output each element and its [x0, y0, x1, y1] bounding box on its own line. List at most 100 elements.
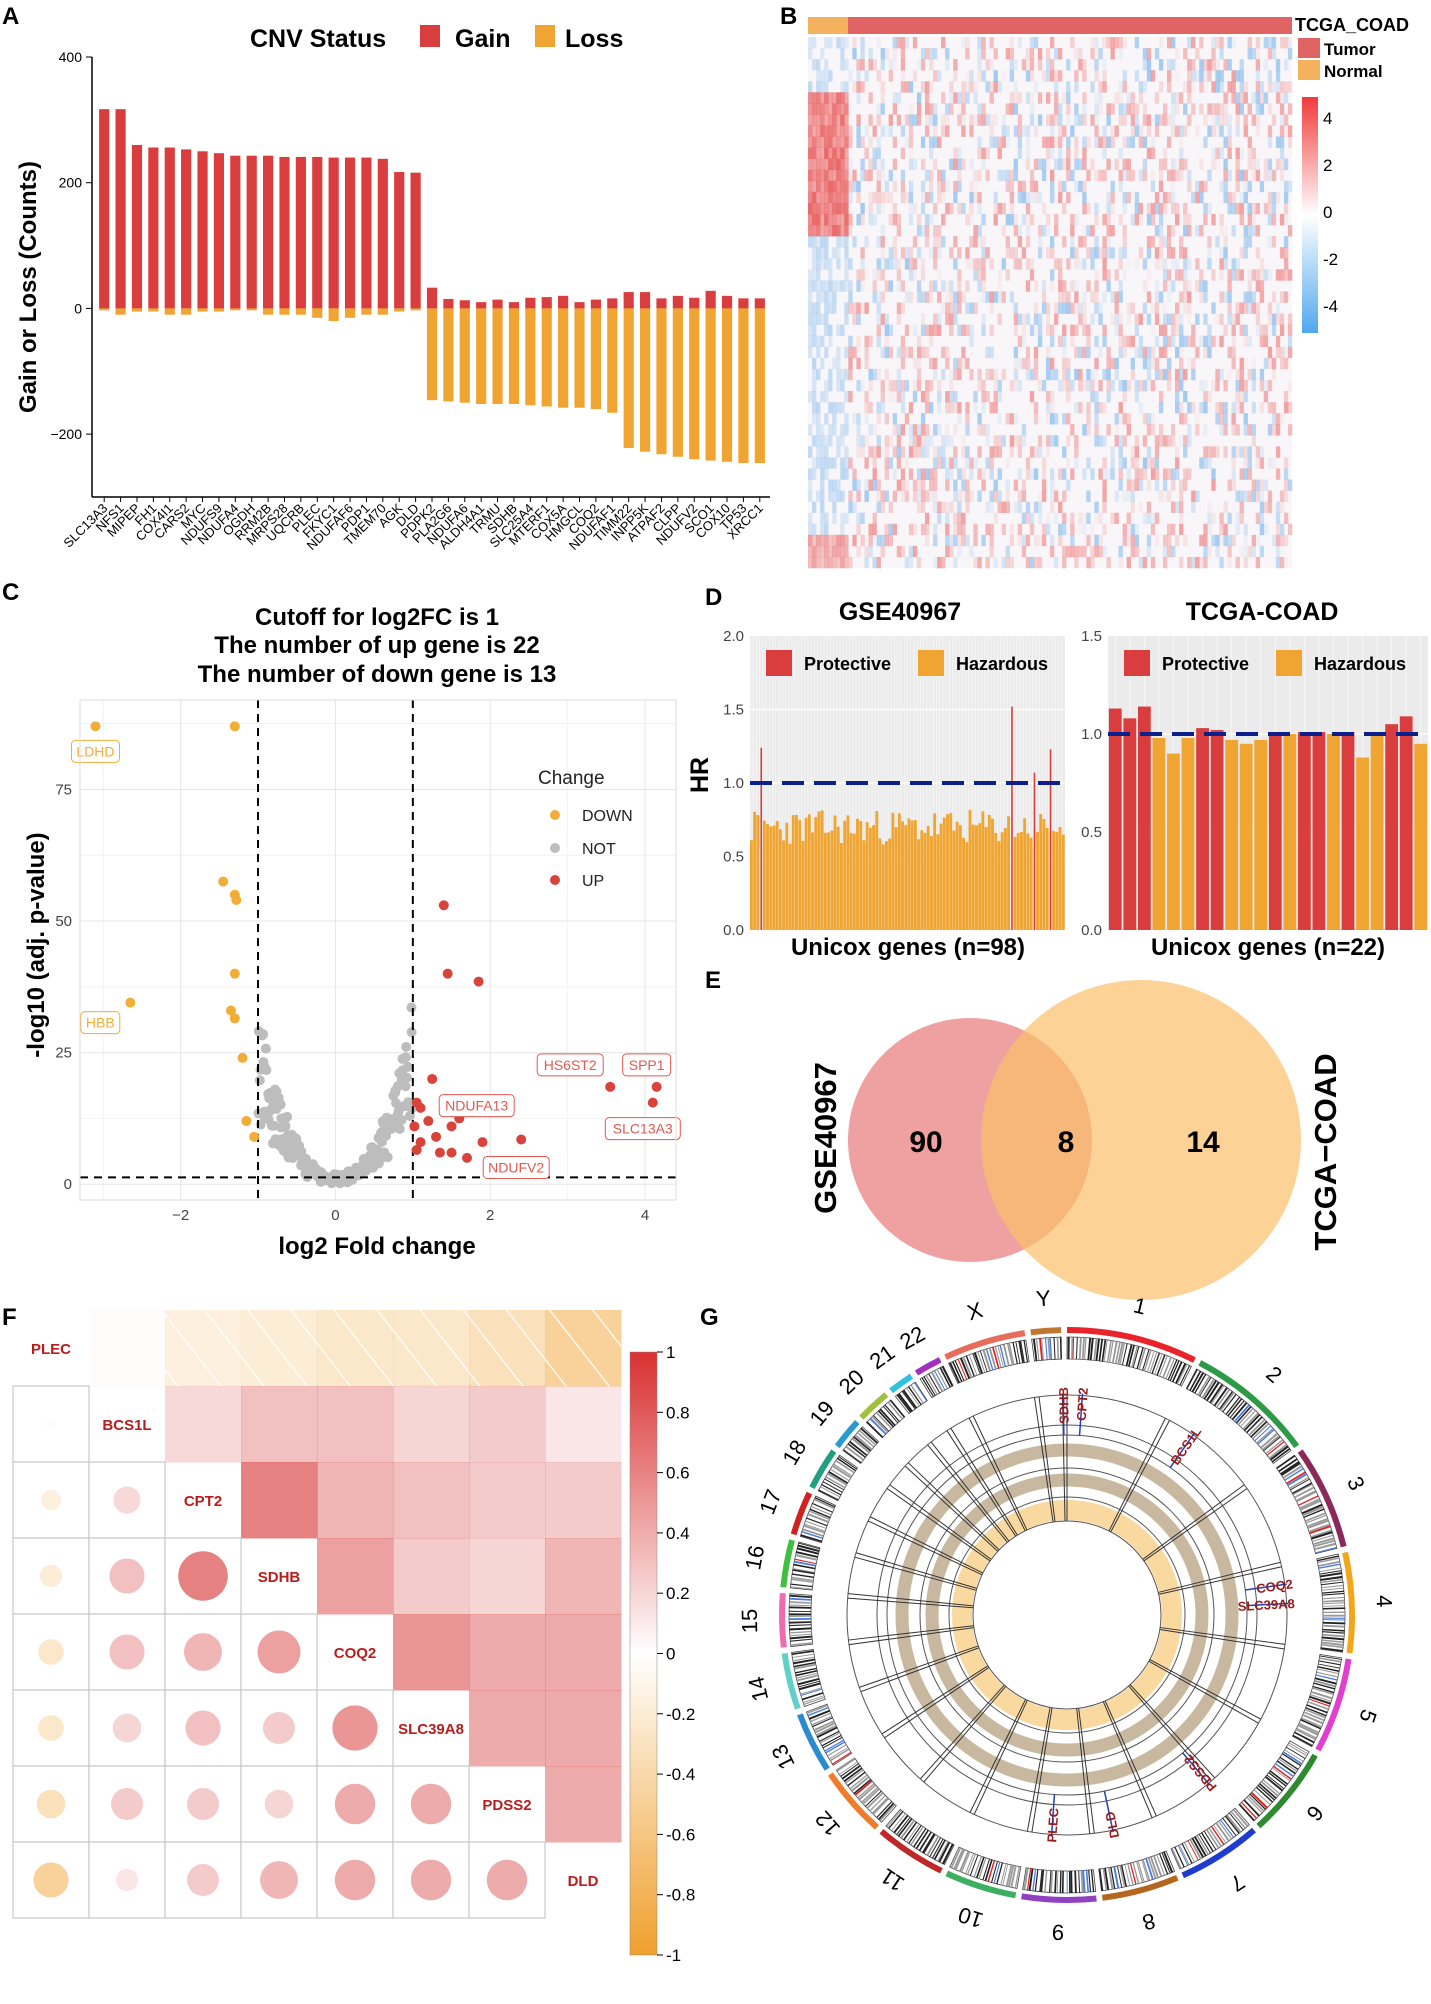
f-lower-circle: [33, 1862, 69, 1898]
b-heat-cell: [953, 357, 958, 370]
b-heat-cell: [876, 37, 881, 49]
b-heat-cell: [1179, 479, 1184, 491]
b-heat-cell: [844, 258, 849, 270]
g-ideogram-band: [900, 1819, 915, 1839]
b-heat-cell: [824, 280, 829, 292]
b-heat-cell: [1098, 534, 1103, 547]
b-heat-cell: [916, 280, 922, 292]
g-ideogram-band: [891, 1813, 906, 1832]
a-loss-bar: [197, 308, 208, 312]
f-upper-cell: [393, 1614, 470, 1691]
g-ideogram-band: [1319, 1657, 1342, 1663]
b-heat-cell: [912, 114, 918, 126]
b-heat-cell: [1219, 114, 1224, 126]
b-heat-cell: [949, 368, 954, 381]
b-heat-cell: [868, 368, 873, 381]
b-heat-cell: [840, 556, 845, 569]
b-heat-cell: [1247, 468, 1252, 480]
b-heat-cell: [1271, 534, 1277, 547]
b-heat-cell: [908, 158, 914, 171]
b-heat-cell: [1235, 180, 1240, 193]
g-chrom-color-arc: [1198, 1360, 1300, 1449]
b-heat-cell: [1146, 446, 1152, 458]
b-heat-cell: [1179, 247, 1184, 259]
b-heat-cell: [920, 424, 926, 436]
d-left-y-tick-label: 0.5: [723, 849, 744, 866]
b-heat-cell: [1106, 368, 1111, 381]
g-ideogram-band: [872, 1797, 890, 1815]
b-heat-cell: [1183, 435, 1188, 447]
d-left-bar-hazardous: [955, 821, 959, 930]
b-heat-cell: [1263, 391, 1269, 403]
g-ideogram-band: [1189, 1839, 1202, 1860]
g-ideogram-band: [1127, 1345, 1135, 1367]
g-ideogram-band: [1299, 1499, 1321, 1511]
b-heat-cell: [989, 291, 994, 303]
b-heat-cell: [1223, 169, 1228, 182]
b-heat-cell: [1082, 424, 1087, 436]
d-right-y-tick-label: 0.0: [1081, 922, 1102, 939]
b-heat-cell: [1187, 214, 1192, 226]
b-heat-cell: [1062, 357, 1067, 370]
b-heat-cell: [1110, 125, 1115, 137]
c-x-tick-label: 2: [486, 1207, 494, 1224]
f-upper-cell: [545, 1462, 622, 1539]
b-heat-cell: [933, 457, 938, 469]
b-heat-cell: [1118, 313, 1123, 325]
d-right-bar: [1356, 757, 1369, 930]
b-heat-cell: [1271, 202, 1277, 215]
b-heat-cell: [844, 81, 849, 93]
g-ideogram-band: [1015, 1341, 1021, 1364]
b-heat-cell: [1126, 169, 1131, 182]
f-upper-cell: [317, 1538, 394, 1615]
b-heat-cell: [957, 269, 962, 281]
f-lower-cell: [240, 1765, 318, 1843]
g-ideogram-band: [1257, 1784, 1275, 1801]
c-y-tick-label: 0: [64, 1176, 72, 1193]
b-heat-cell: [1086, 534, 1091, 547]
b-heat-cell: [1029, 70, 1035, 82]
g-ideogram-band: [1125, 1344, 1133, 1367]
g-ideogram-band: [1104, 1868, 1110, 1891]
b-heat-cell: [1058, 114, 1063, 126]
f-upper-cell: [393, 1386, 470, 1463]
c-point-not: [401, 1042, 412, 1052]
b-heat-cell: [1013, 346, 1019, 359]
b-heat-cell: [1029, 59, 1035, 71]
b-heat-cell: [985, 247, 990, 259]
b-scale-tick-label: -2: [1323, 250, 1338, 269]
b-heat-cell: [929, 247, 934, 259]
b-heat-cell: [941, 125, 946, 137]
b-heat-cell: [1183, 125, 1188, 137]
b-heat-cell: [1070, 214, 1075, 226]
b-heat-cell: [993, 379, 998, 392]
b-heat-cell: [836, 534, 841, 547]
b-heat-cell: [1050, 280, 1055, 292]
b-heat-cell: [908, 402, 914, 414]
b-heat-cell: [985, 147, 990, 159]
b-heat-cell: [912, 490, 918, 502]
b-heat-cell: [824, 291, 829, 303]
g-chrom-color-arc: [780, 1539, 795, 1588]
g-ideogram-band: [843, 1767, 863, 1783]
b-heat-cell: [1025, 556, 1031, 569]
b-heat-cell: [1037, 446, 1043, 458]
venn-count-intersection: 8: [1058, 1126, 1075, 1159]
b-heat-cell: [997, 490, 1002, 502]
g-ideogram-band: [1287, 1473, 1308, 1486]
b-heat-cell: [1227, 37, 1232, 49]
b-heat-cell: [1243, 391, 1248, 403]
d-left-bar-hazardous: [958, 825, 962, 930]
b-heat-cell: [981, 313, 986, 325]
b-heat-cell: [1037, 247, 1043, 259]
b-heat-cell: [1154, 302, 1160, 314]
g-gene-marker: [1245, 1583, 1287, 1591]
b-heat-cell: [1259, 81, 1265, 93]
b-heat-cell: [836, 545, 841, 558]
b-heat-cell: [1122, 490, 1127, 502]
b-heat-cell: [860, 169, 865, 182]
c-gene-label: HS6ST2: [544, 1057, 597, 1073]
d-right-bar: [1414, 743, 1428, 930]
g-ideogram-band: [903, 1821, 918, 1841]
